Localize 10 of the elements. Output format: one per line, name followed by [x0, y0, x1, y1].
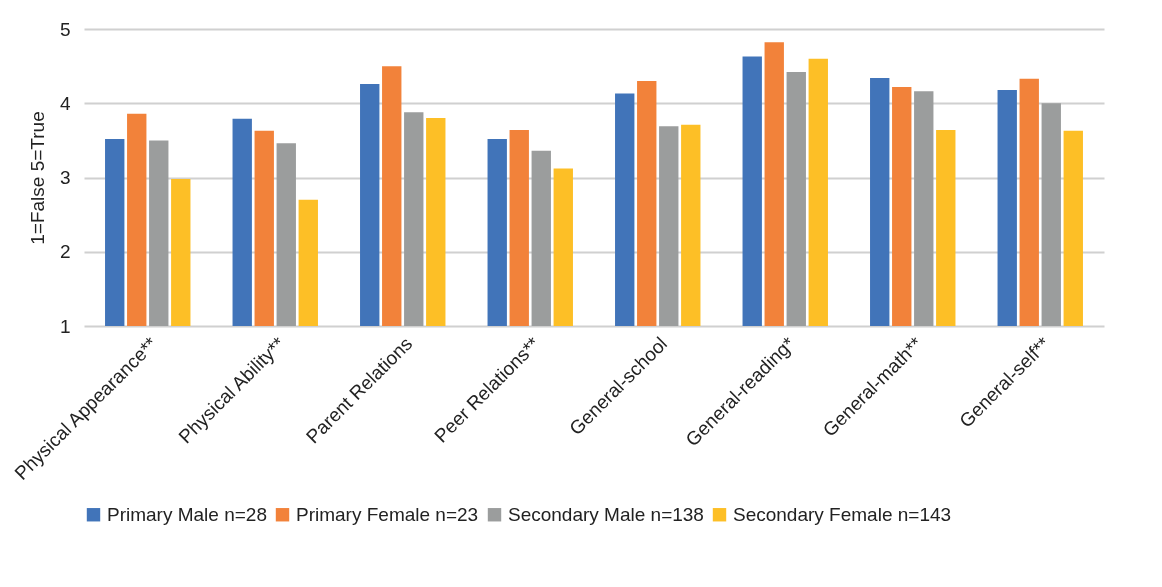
y-tick-label: 5: [59, 18, 71, 40]
y-axis-title: 1=False 5=True: [26, 111, 48, 245]
legend-label: Primary Male n=28: [107, 503, 267, 525]
y-tick-label: 3: [59, 167, 71, 188]
y-tick-label: 1: [59, 315, 71, 337]
legend-label: Primary Female n=23: [296, 503, 479, 525]
y-tick-label: 2: [59, 241, 71, 263]
legend-label: Secondary Male n=138: [508, 503, 704, 525]
legend-label: Secondary Female n=143: [733, 503, 952, 525]
y-tick-label: 4: [59, 92, 71, 114]
